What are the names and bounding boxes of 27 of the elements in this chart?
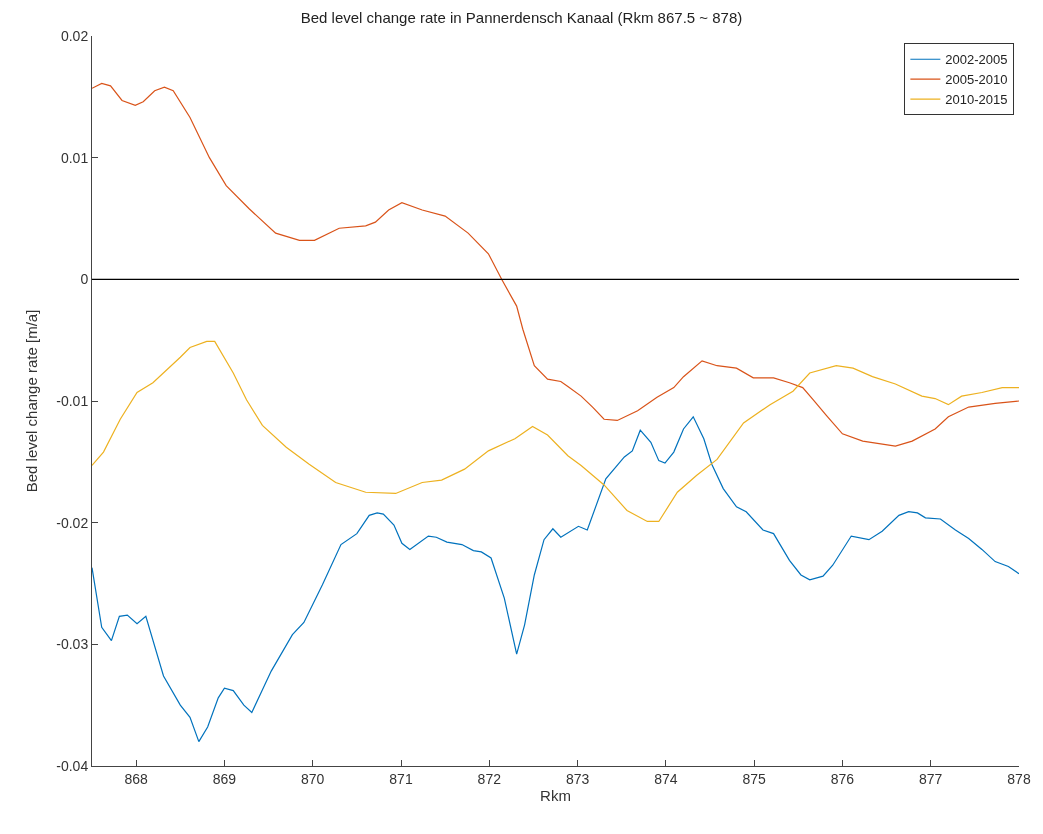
x-tick-label: 870 xyxy=(301,770,325,787)
x-tick-label: 874 xyxy=(654,770,678,787)
x-tick-label: 876 xyxy=(830,770,855,787)
x-tick-label: 877 xyxy=(919,770,943,787)
x-tick-label: 871 xyxy=(389,770,413,787)
line-series xyxy=(92,340,1019,523)
x-tick-label: 868 xyxy=(124,770,149,787)
y-tick-label: 0.01 xyxy=(60,149,89,166)
x-tick-label: 869 xyxy=(212,770,237,787)
y-tick-label: -0.04 xyxy=(56,757,89,774)
x-tick-label: 878 xyxy=(1007,770,1031,787)
y-axis-title: Bed level change rate [m/a] xyxy=(22,309,40,493)
y-tick-label: -0.03 xyxy=(56,636,89,653)
y-tick-label: -0.01 xyxy=(56,392,89,409)
x-axis-title: Rkm xyxy=(540,786,571,804)
legend-label: 2010-2015 xyxy=(945,92,1008,108)
line-series xyxy=(92,416,1019,743)
y-tick-label: 0 xyxy=(80,271,89,288)
legend-label: 2005-2010 xyxy=(945,72,1008,88)
legend-label: 2002-2005 xyxy=(945,52,1008,68)
x-tick-label: 875 xyxy=(742,770,767,787)
x-tick-label: 873 xyxy=(565,770,590,787)
line-series xyxy=(92,82,1019,447)
chart-title: Bed level change rate in Pannerdensch Kanaal (Rkm 867.5 ~ 878) xyxy=(300,9,743,27)
y-tick-label: -0.02 xyxy=(56,514,89,531)
y-tick-label: 0.02 xyxy=(60,27,89,44)
x-tick-label: 872 xyxy=(477,770,502,787)
